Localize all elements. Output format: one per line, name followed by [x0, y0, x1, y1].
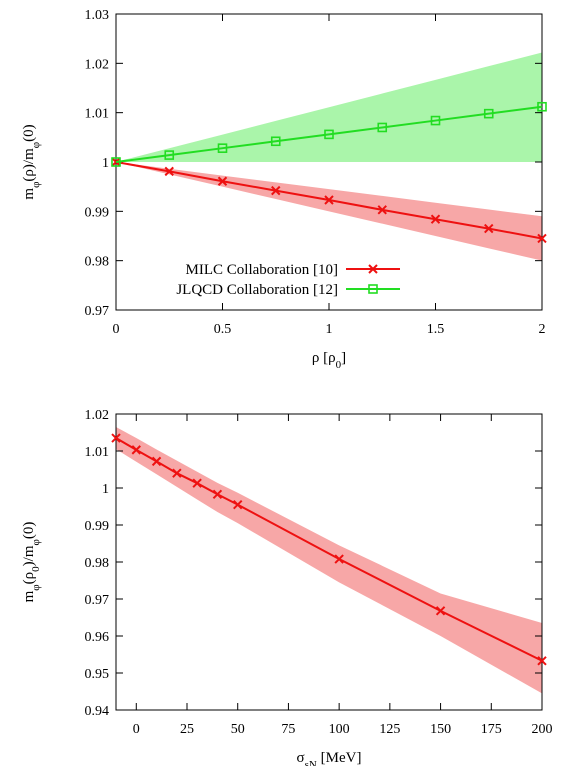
data-point	[324, 129, 334, 140]
chart-bottom: 0.94 0.95 0.96 0.97 0.98 0.99 1 1.01 1.02 0 25 50 75…	[21, 408, 553, 771]
data-point	[377, 205, 387, 215]
data-point	[484, 223, 494, 234]
x-tick-label: 50	[231, 722, 245, 737]
error-band-0-1	[116, 52, 542, 163]
data-point	[192, 478, 202, 488]
legend-label: JLQCD Collaboration [12]	[176, 282, 338, 298]
x-tick-label: 2	[539, 322, 546, 337]
y-tick-label: 1	[102, 482, 109, 497]
x-tick-label: 0	[113, 322, 120, 337]
data-point	[164, 166, 174, 177]
x-tick-label: 0.5	[214, 322, 232, 337]
x-tick-label: 100	[329, 722, 350, 737]
x-tick-label: 200	[532, 722, 553, 737]
x-axis-label: σsN [MeV]	[297, 750, 362, 766]
data-point	[172, 468, 182, 478]
data-point	[430, 115, 441, 126]
y-tick-label: 0.98	[85, 556, 110, 571]
data-point	[324, 195, 334, 205]
x-tick-label: 175	[481, 722, 502, 737]
y-tick-label: 0.99	[85, 205, 110, 220]
legend: MILC Collaboration [10] JLQCD Collaborati…	[176, 262, 400, 298]
data-point	[334, 554, 344, 564]
data-point	[537, 101, 547, 112]
y-tick-label: 0.94	[85, 704, 110, 719]
series-line-0-1	[115, 105, 543, 163]
data-point	[111, 433, 121, 443]
data-point	[217, 176, 228, 186]
x-tick-label: 150	[430, 722, 451, 737]
data-point	[111, 157, 121, 167]
data-point	[270, 136, 281, 147]
data-point	[537, 656, 547, 666]
y-tick-label: 1	[102, 156, 109, 171]
data-point	[430, 214, 441, 224]
data-point	[483, 108, 494, 119]
data-point	[217, 143, 228, 153]
x-tick-label: 25	[180, 722, 194, 737]
y-tick-label: 1.01	[85, 445, 110, 460]
data-point	[435, 606, 446, 616]
data-point	[164, 150, 175, 160]
y-tick-label: 0.96	[85, 630, 110, 645]
legend-label: MILC Collaboration [10]	[186, 262, 338, 278]
data-point	[537, 233, 547, 244]
y-axis-label: mφ(ρ)/mφ(0)	[21, 124, 42, 199]
y-tick-label: 0.97	[85, 593, 110, 608]
y-tick-label: 1.02	[85, 408, 110, 423]
y-tick-label: 0.99	[85, 519, 110, 534]
y-tick-label: 1.03	[85, 8, 110, 23]
data-point	[271, 185, 281, 196]
series-line-1-0	[115, 437, 543, 662]
error-band-1-0	[116, 426, 542, 694]
y-axis-label: mφ(ρ0)/mφ(0)	[21, 522, 42, 603]
data-point	[131, 445, 141, 455]
error-band-0-0	[116, 162, 542, 261]
x-tick-label: 1.5	[427, 322, 445, 337]
y-tick-label: 1.01	[85, 107, 110, 122]
x-tick-label: 75	[281, 722, 295, 737]
data-point	[377, 122, 388, 133]
legend-marker	[368, 284, 378, 294]
x-axis-label: ρ [ρ0]	[312, 350, 346, 371]
x-tick-label: 0	[133, 722, 140, 737]
y-tick-label: 1.02	[85, 57, 110, 72]
x-tick-label: 1	[326, 322, 333, 337]
data-point	[233, 499, 243, 510]
y-tick-label: 0.98	[85, 255, 110, 270]
x-tick-label: 125	[379, 722, 400, 737]
chart-top: 0.97 0.98 0.99 1 1.01 1.02 1.03 0 0.5 1 1.5 2 ρ [ρ0]…	[21, 8, 547, 371]
y-tick-label: 0.97	[85, 304, 110, 319]
y-tick-label: 0.95	[85, 667, 110, 682]
data-point	[212, 489, 223, 499]
data-point	[151, 456, 162, 467]
legend-marker	[368, 264, 378, 274]
